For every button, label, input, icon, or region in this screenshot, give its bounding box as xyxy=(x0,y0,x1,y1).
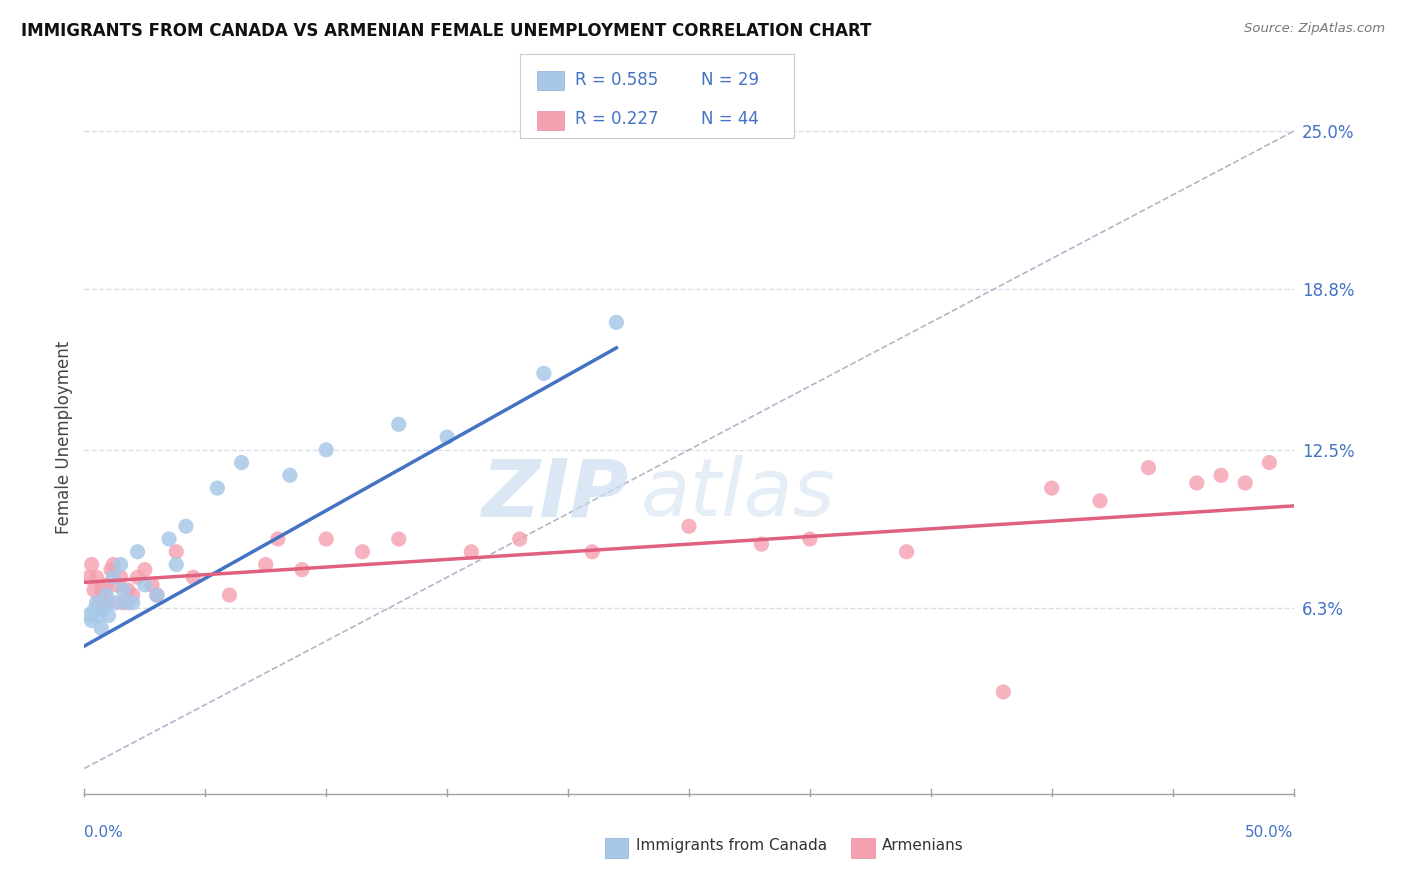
Point xyxy=(291,563,314,577)
Point xyxy=(993,685,1015,699)
Point xyxy=(460,545,482,559)
Point xyxy=(267,532,290,546)
Point xyxy=(121,596,143,610)
Point xyxy=(100,563,122,577)
Point xyxy=(83,582,105,597)
Point xyxy=(110,558,132,572)
Point xyxy=(174,519,197,533)
Point xyxy=(93,600,115,615)
Text: R = 0.585: R = 0.585 xyxy=(575,71,658,89)
Point xyxy=(134,563,156,577)
Point xyxy=(110,570,132,584)
Point xyxy=(231,456,253,470)
Point xyxy=(86,596,108,610)
Point xyxy=(751,537,773,551)
Point xyxy=(90,582,112,597)
Point xyxy=(146,588,169,602)
Point xyxy=(80,558,103,572)
Point xyxy=(157,532,180,546)
Point xyxy=(97,608,120,623)
Point xyxy=(1185,475,1208,490)
Point xyxy=(103,570,125,584)
Text: IMMIGRANTS FROM CANADA VS ARMENIAN FEMALE UNEMPLOYMENT CORRELATION CHART: IMMIGRANTS FROM CANADA VS ARMENIAN FEMAL… xyxy=(21,22,872,40)
Point xyxy=(127,545,149,559)
FancyBboxPatch shape xyxy=(537,112,564,130)
Point xyxy=(1209,468,1232,483)
Point xyxy=(121,588,143,602)
Point xyxy=(134,578,156,592)
Point xyxy=(315,532,337,546)
Point xyxy=(87,608,110,623)
Text: Immigrants from Canada: Immigrants from Canada xyxy=(636,838,827,853)
Point xyxy=(254,558,277,572)
Text: N = 44: N = 44 xyxy=(702,111,759,128)
Point xyxy=(605,315,627,329)
Point xyxy=(87,596,110,610)
FancyBboxPatch shape xyxy=(537,71,564,90)
Point xyxy=(97,596,120,610)
Text: 50.0%: 50.0% xyxy=(1246,825,1294,840)
Text: N = 29: N = 29 xyxy=(702,71,759,89)
Point xyxy=(94,588,117,602)
Text: atlas: atlas xyxy=(641,455,835,533)
Point xyxy=(104,596,127,610)
Point xyxy=(533,367,555,381)
Point xyxy=(146,588,169,602)
Point xyxy=(165,545,187,559)
Text: 0.0%: 0.0% xyxy=(84,825,124,840)
Point xyxy=(1088,493,1111,508)
Point xyxy=(104,578,127,592)
Point xyxy=(278,468,301,483)
Point xyxy=(509,532,531,546)
Point xyxy=(799,532,821,546)
Point xyxy=(117,582,139,597)
Point xyxy=(112,596,135,610)
Point xyxy=(93,588,115,602)
Point xyxy=(141,578,163,592)
Point xyxy=(112,582,135,597)
Point xyxy=(352,545,374,559)
Point xyxy=(165,558,187,572)
Point xyxy=(117,596,139,610)
Point xyxy=(127,570,149,584)
Point xyxy=(678,519,700,533)
Point xyxy=(315,442,337,457)
Point xyxy=(83,603,105,617)
Y-axis label: Female Unemployment: Female Unemployment xyxy=(55,341,73,533)
Point xyxy=(1258,456,1281,470)
Text: Armenians: Armenians xyxy=(882,838,963,853)
Point xyxy=(218,588,240,602)
Text: R = 0.227: R = 0.227 xyxy=(575,111,658,128)
Point xyxy=(1137,460,1160,475)
Point xyxy=(181,570,204,584)
Point xyxy=(896,545,918,559)
Point xyxy=(1040,481,1063,495)
Point xyxy=(80,614,103,628)
Point xyxy=(103,558,125,572)
Text: ZIP: ZIP xyxy=(481,455,628,533)
Point xyxy=(77,570,100,584)
Point xyxy=(436,430,458,444)
Point xyxy=(207,481,229,495)
Point xyxy=(581,545,603,559)
Point xyxy=(388,417,411,432)
Point xyxy=(94,578,117,592)
Point xyxy=(77,608,100,623)
Point xyxy=(1234,475,1257,490)
Point xyxy=(86,570,108,584)
Point xyxy=(90,621,112,635)
Point xyxy=(388,532,411,546)
Text: Source: ZipAtlas.com: Source: ZipAtlas.com xyxy=(1244,22,1385,36)
